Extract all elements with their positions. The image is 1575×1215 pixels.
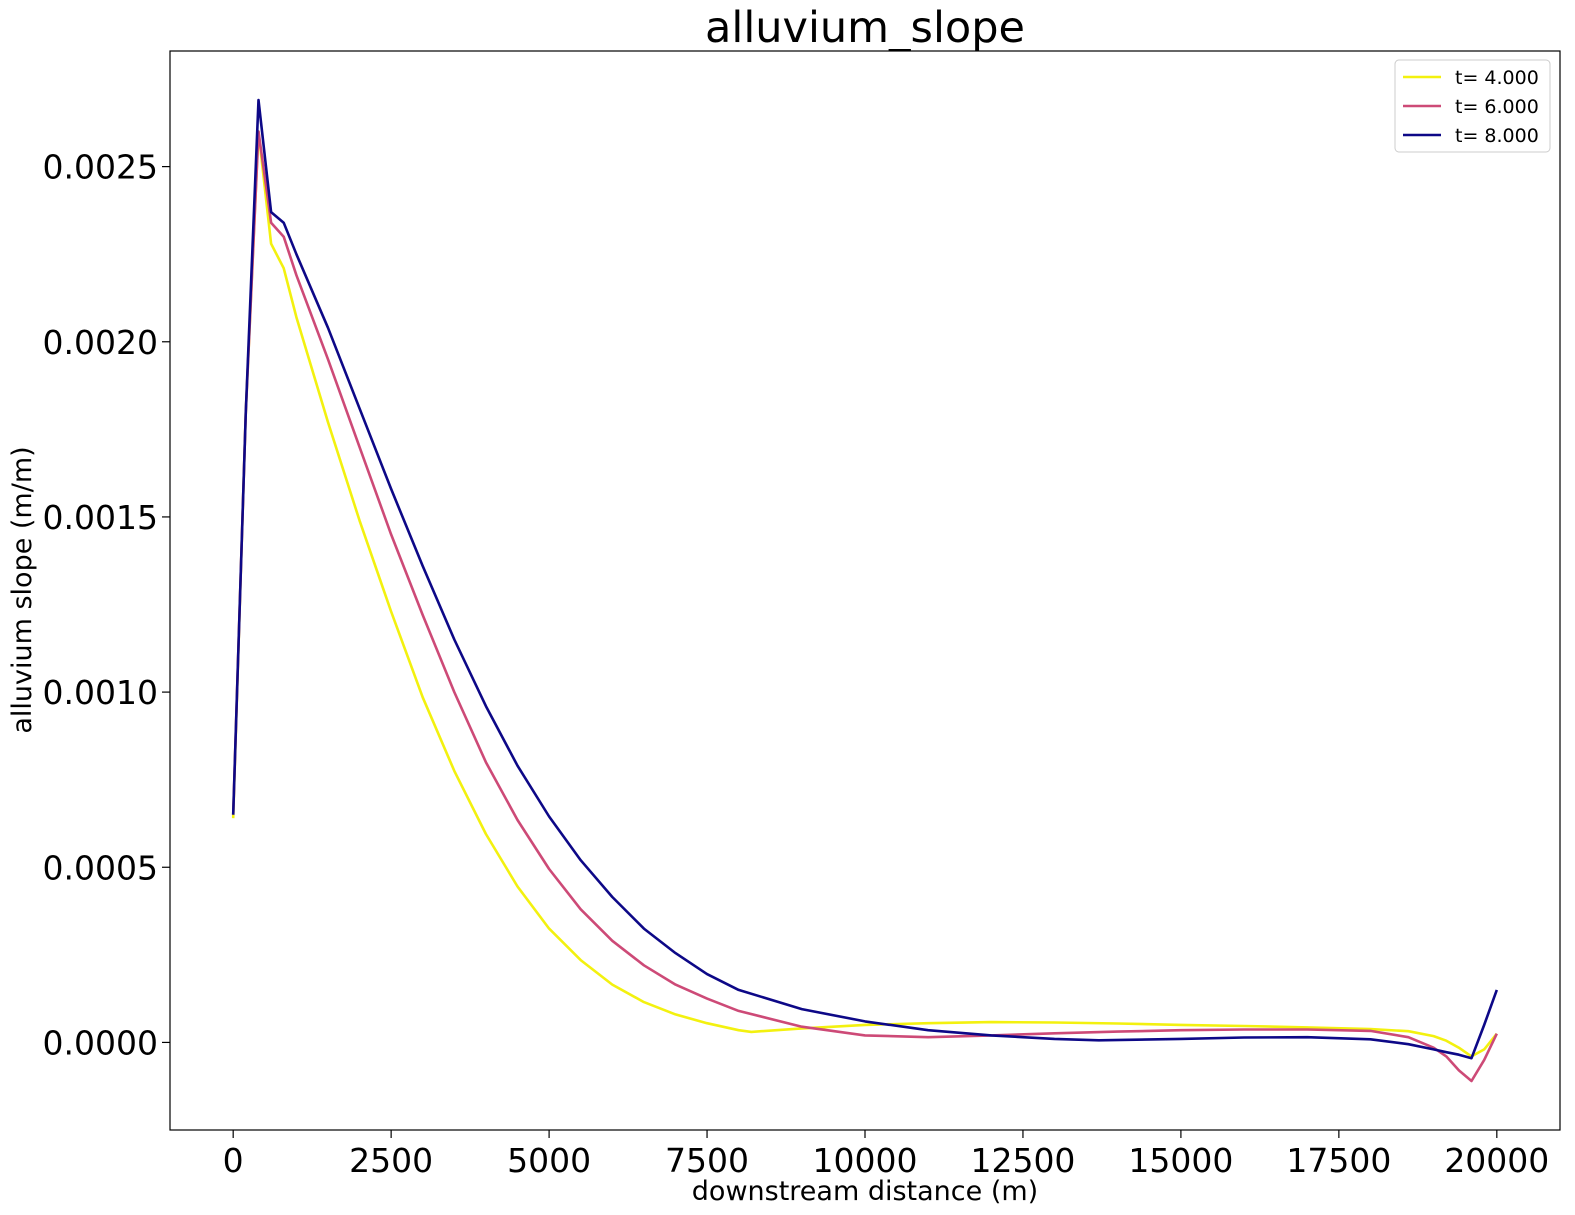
plot-frame [169,50,1561,1131]
x-tick-label: 15000 [1128,1141,1233,1180]
legend-label: t= 8.000 [1455,125,1539,147]
chart-title: alluvium_slope [705,3,1025,53]
y-axis-label: alluvium slope (m/m) [7,446,38,733]
x-tick-label: 10000 [813,1141,918,1180]
x-tick-label: 5000 [507,1141,591,1180]
y-tick-label: 0.0025 [43,148,158,187]
series-lines [231,98,1499,1083]
series-line-3 [231,98,1499,1060]
x-tick-label: 2500 [349,1141,433,1180]
legend-label: t= 6.000 [1455,96,1539,118]
legend: t= 4.000 t= 6.000 t= 8.000 [1394,59,1551,153]
series-line-1 [231,130,1498,1058]
y-tick-label: 0.0000 [43,1023,158,1062]
x-axis-ticks: 0 2500 5000 7500 10000 12500 15000 17500 20000 [223,1130,1549,1180]
legend-label: t= 4.000 [1455,67,1539,89]
y-tick-label: 0.0015 [43,498,158,537]
x-tick-label: 20000 [1444,1141,1549,1180]
plot-area [170,51,1560,1130]
y-axis-ticks: 0.0000 0.0005 0.0010 0.0015 0.0020 0.0025 [43,148,170,1062]
y-tick-label: 0.0005 [43,848,158,887]
series-line-2 [231,130,1498,1083]
y-tick-label: 0.0020 [43,323,158,362]
x-tick-label: 7500 [665,1141,749,1180]
x-tick-label: 0 [223,1141,244,1180]
y-tick-label: 0.0010 [43,673,158,712]
x-tick-label: 17500 [1286,1141,1391,1180]
x-axis-label: downstream distance (m) [692,1176,1038,1207]
x-tick-label: 12500 [970,1141,1075,1180]
legend-box [1394,59,1551,153]
